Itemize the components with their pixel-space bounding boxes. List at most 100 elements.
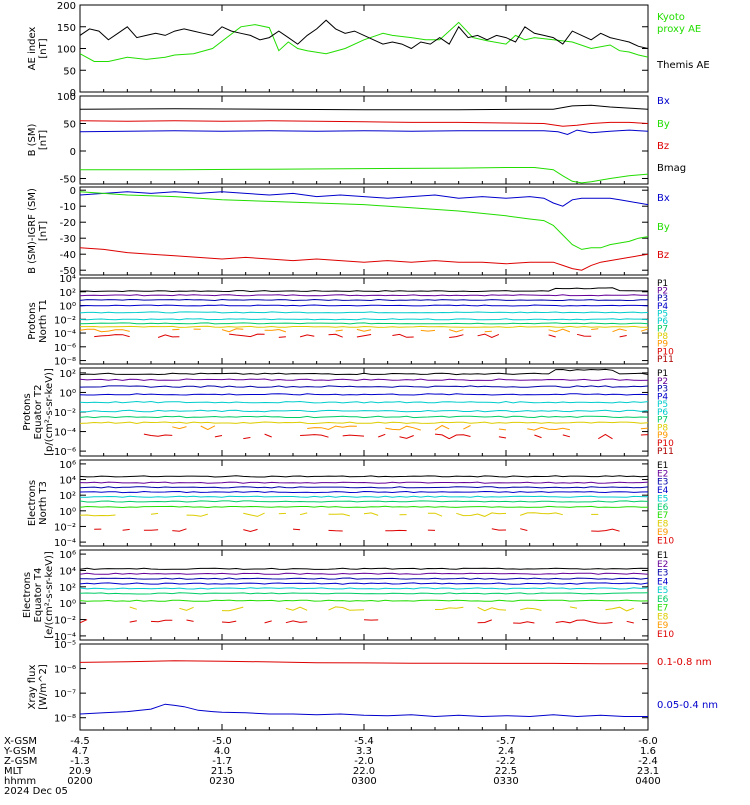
series-line-P4 [80,305,648,306]
series-line-P10 [400,436,414,439]
series-line-Bz [80,121,648,127]
series-line-E8 [329,514,350,516]
series-line-Bx [80,130,648,134]
series-line-E10 [80,620,87,623]
series-line-Themis AE [80,20,648,48]
series-line-E8 [187,514,208,516]
plot-area [80,661,648,717]
series-line-P10 [215,436,222,437]
y-tick-label: -30 [60,234,76,245]
ephemeris-value: 0400 [635,776,660,787]
series-line-P9 [641,329,648,331]
y-axis-label: Electrons [27,480,38,526]
series-line-Bmag [80,105,648,110]
series-line-E10 [151,620,172,622]
y-tick-label: 10² [59,491,76,502]
series-line-P6 [80,319,648,320]
series-line-E10 [492,529,506,530]
series-line-P9 [336,330,343,331]
y-tick-label: -10 [60,202,76,213]
series-line-P10 [577,334,591,336]
y-axis-label: B (SM) [27,123,38,156]
y-axis-label: Xray flux [27,665,38,710]
series-line-E10 [130,621,137,622]
series-line-P9 [485,331,492,332]
series-line-Bx [80,192,648,206]
series-line-E10 [144,530,158,531]
series-line-P10 [279,337,286,338]
series-line-E8 [478,607,506,610]
y-tick-label: 10⁰ [59,507,76,518]
y-axis-label: Equator T2 [33,385,44,440]
y-axis-label: North T3 [38,481,49,525]
series-line-P6 [80,410,648,412]
y-tick-label: 0 [70,147,76,158]
series-line-P10 [598,434,612,438]
series-line-P7 [80,416,648,417]
series-line-E8 [520,513,563,516]
series-line-P10 [534,435,541,438]
series-line-P9 [613,329,627,332]
series-line-P10 [343,435,364,436]
y-tick-label: 10⁴ [59,274,76,285]
legend-entry: E10 [657,536,674,546]
ephemeris-date: 2024 Dec 05 [4,786,68,797]
series-line-E10 [286,621,307,623]
series-line-P10 [563,435,570,437]
legend-entry: By [657,119,670,130]
series-line-P9 [463,426,470,430]
y-tick-label: 10⁻⁴ [54,329,76,340]
series-line-E5 [80,496,648,497]
y-tick-label: 10⁻² [54,408,76,419]
legend-entry: E10 [657,630,674,640]
legend-entry: P11 [657,447,674,457]
legend-entry: Bz [657,141,669,152]
series-line-P9 [201,426,215,430]
series-line-0.1-0.8 nm [80,661,648,664]
panel-frame [80,644,648,730]
series-line-E8 [329,607,365,610]
series-line-E7 [80,506,648,507]
y-axis-label: [nT] [38,221,49,241]
series-line-P10 [620,336,627,337]
series-line-P9 [435,426,449,431]
y-axis-label: Protons [22,393,33,430]
series-line-E10 [627,621,634,623]
series-line-Bz [80,248,648,270]
y-axis-label: North T1 [38,299,49,343]
y-tick-label: 10⁻⁴ [54,428,76,439]
series-line-E2 [80,482,648,483]
y-tick-label: 10⁻² [54,315,76,326]
y-tick-label: 10² [59,369,76,380]
y-tick-label: 150 [57,23,76,34]
series-line-E10 [293,529,300,530]
series-line-P4 [80,394,648,395]
y-tick-label: -20 [60,218,76,229]
ephemeris-value: 0300 [351,776,376,787]
series-line-E8 [286,607,307,610]
y-tick-label: 10⁰ [59,599,76,610]
series-line-P7 [80,323,648,324]
panel-frame [80,368,648,456]
series-line-P10 [265,434,272,437]
plot-area [80,20,648,61]
series-line-P9 [527,427,570,430]
series-line-E3 [80,578,648,579]
ephemeris-value: 0230 [209,776,234,787]
series-line-E3 [80,487,648,488]
y-tick-label: 10² [59,288,76,299]
series-line-P10 [94,335,130,337]
series-line-E8 [428,513,442,516]
y-tick-label: 10⁴ [59,566,76,577]
series-line-P10 [478,334,499,337]
series-line-P9 [222,329,243,332]
series-line-P3 [80,386,648,387]
series-line-0.05-0.4 nm [80,704,648,716]
